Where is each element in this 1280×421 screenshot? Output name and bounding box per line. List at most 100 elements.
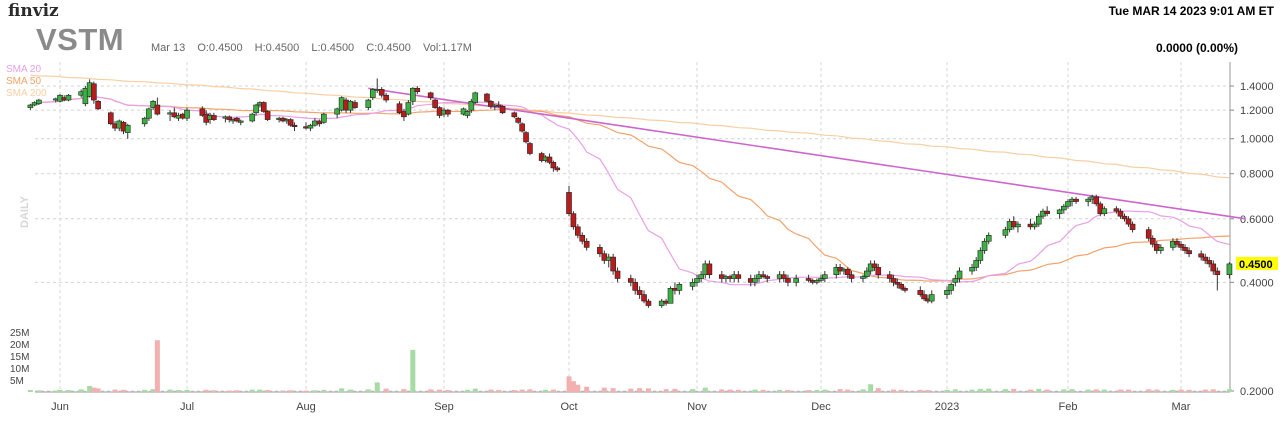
candle-down <box>495 104 502 107</box>
volume-bar <box>488 389 494 392</box>
finviz-logo[interactable]: finviz <box>8 1 59 21</box>
candle-down <box>1044 210 1050 214</box>
candle-up <box>307 124 314 129</box>
volume-bar <box>952 389 958 392</box>
candle-up <box>410 87 416 102</box>
candle-down <box>291 124 298 127</box>
candle-up <box>249 113 256 122</box>
volume-bar <box>969 389 975 392</box>
candle-down <box>735 274 742 279</box>
candle-up <box>468 100 475 111</box>
volume-bar <box>1085 389 1091 392</box>
volume-bar <box>176 390 182 392</box>
candle-up <box>1085 198 1091 202</box>
candle-down <box>432 99 438 108</box>
candle-up <box>472 92 479 103</box>
volume-bar <box>875 388 881 392</box>
volume-bar <box>986 388 992 392</box>
candle-down <box>154 104 161 115</box>
candle-up <box>1158 247 1164 251</box>
candle-down <box>764 276 771 279</box>
volume-bar <box>383 388 389 392</box>
volume-bar <box>1002 389 1008 392</box>
candle-up <box>793 278 800 283</box>
x-tick-label: Nov <box>687 401 707 413</box>
volume-bar <box>91 387 97 392</box>
volume-bar <box>702 387 708 392</box>
candle-down <box>260 102 267 112</box>
x-tick-label: Jul <box>180 401 194 413</box>
candle-down <box>523 132 529 143</box>
y-tick-label: 0.8000 <box>1240 169 1274 181</box>
candle-down <box>1117 210 1124 217</box>
ohlc-high: H:0.4500 <box>254 42 300 54</box>
volume-bar <box>511 390 517 392</box>
volume-bar <box>1178 389 1184 392</box>
volume-bar <box>365 389 371 392</box>
candle-down <box>785 278 791 283</box>
volume-bar <box>1069 389 1075 392</box>
candle-down <box>780 274 787 279</box>
y-tick-label: 1.4000 <box>1240 81 1274 93</box>
volume-bar <box>65 390 71 392</box>
volume-bar <box>868 384 874 392</box>
candle-down <box>894 282 901 285</box>
volume-bar <box>898 389 904 392</box>
volume-bar <box>663 389 669 392</box>
ohlc-close: C:0.4500 <box>366 42 411 54</box>
candle-down <box>597 247 603 255</box>
x-tick-label: Aug <box>296 401 316 413</box>
volume-bar <box>1210 389 1216 392</box>
candle-up <box>667 288 674 304</box>
volume-bar <box>543 389 549 392</box>
y-tick-label: 1.0000 <box>1240 134 1274 146</box>
volume-tick-label: 20M <box>10 340 29 351</box>
candle-down <box>234 117 240 122</box>
volume-bar <box>184 389 190 392</box>
candle-down <box>383 94 389 101</box>
candle-up <box>124 124 131 133</box>
volume-bar <box>1146 389 1152 392</box>
x-tick-label: Mar <box>1172 401 1191 413</box>
candle-down <box>414 87 421 93</box>
candle-up <box>814 280 820 283</box>
candle-down <box>554 167 561 171</box>
candle-down <box>579 235 586 242</box>
volume-bar <box>437 389 443 392</box>
volume-tick-label: 25M <box>10 328 29 339</box>
candle-up <box>1226 263 1233 276</box>
volume-bar <box>374 382 380 392</box>
candle-up <box>952 278 959 283</box>
candle-down <box>91 83 97 101</box>
candle-down <box>1182 247 1188 251</box>
x-tick-label: Jun <box>51 401 69 413</box>
candle-up <box>1056 209 1063 214</box>
volume-bar <box>727 389 733 392</box>
volume-bar <box>1126 389 1132 392</box>
price-change: 0.0000 (0.00%) <box>1155 41 1238 55</box>
candle-down <box>871 263 878 268</box>
volume-bar <box>822 389 828 392</box>
candle-up <box>237 120 244 123</box>
candle-up <box>334 108 340 115</box>
chart-datetime: Tue MAR 14 2023 9:01 AM ET <box>1108 4 1274 18</box>
candle-up <box>860 276 866 279</box>
candle-down <box>917 290 924 295</box>
candle-down <box>527 143 533 154</box>
volume-bar <box>917 389 923 392</box>
x-tick-label: Dec <box>811 401 831 413</box>
volume-bar <box>1093 389 1099 392</box>
volume-bar <box>312 390 318 392</box>
volume-bar <box>1226 389 1232 392</box>
volume-bar <box>257 389 263 392</box>
candle-down <box>570 213 577 228</box>
volume-tick-label: 15M <box>10 352 29 363</box>
candle-down <box>632 282 639 291</box>
candle-down <box>1210 263 1217 272</box>
candle-down <box>1214 270 1221 276</box>
volume-bar <box>760 389 766 392</box>
volume-bar <box>27 390 33 392</box>
candle-down <box>1073 198 1079 202</box>
candle-down <box>898 284 904 289</box>
